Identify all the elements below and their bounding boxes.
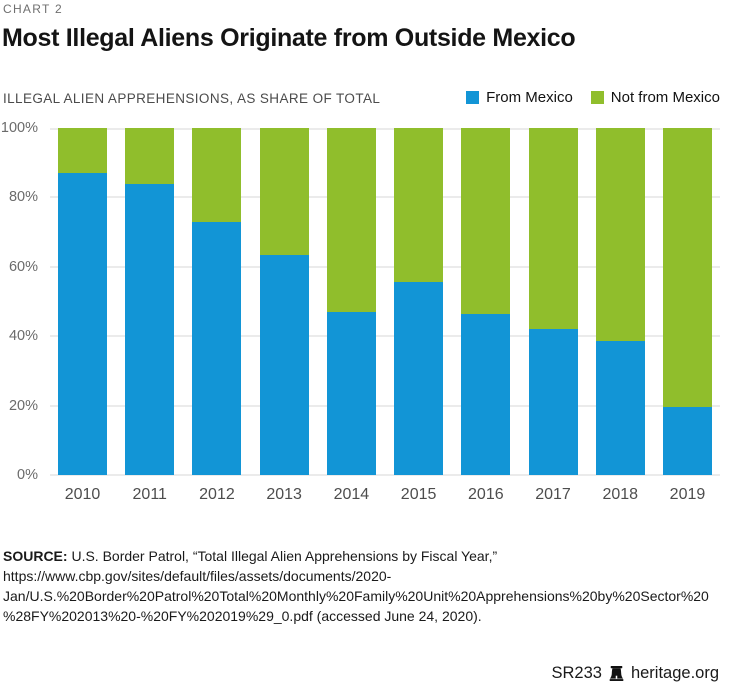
bar-2012 — [192, 128, 242, 475]
bar-2010 — [58, 128, 107, 475]
x-label-2013: 2013 — [266, 486, 302, 503]
page-title: Most Illegal Aliens Originate from Outsi… — [2, 24, 576, 52]
bar-2011 — [125, 128, 175, 475]
segment-from-mexico-2018 — [595, 341, 645, 475]
segment-not-from-mexico-2013 — [259, 128, 309, 255]
x-label-2010: 2010 — [64, 486, 101, 503]
legend-swatch-not-from-mexico — [590, 91, 604, 104]
bar-2014 — [326, 128, 376, 475]
gridline-20 — [50, 404, 720, 407]
bar-2017 — [528, 128, 578, 475]
gridline-100 — [50, 128, 720, 130]
x-label-2017: 2017 — [535, 486, 571, 503]
y-axis: 100% 80% 60% 40% 20% 0% — [0, 120, 38, 483]
segment-not-from-mexico-2014 — [326, 128, 376, 312]
segment-not-from-mexico-2019 — [662, 128, 712, 408]
segment-not-from-mexico-2018 — [595, 128, 645, 342]
segment-not-from-mexico-2010 — [58, 128, 107, 174]
bar-2018 — [595, 128, 645, 475]
chart-number: CHART 2 — [3, 2, 64, 16]
segment-from-mexico-2016 — [461, 313, 511, 475]
x-label-2014: 2014 — [333, 486, 370, 503]
x-axis: 2010 2011 2012 2013 2014 2015 2016 2017 2018 2019 — [50, 486, 720, 504]
legend-label-not-from-mexico: Not from Mexico — [610, 89, 720, 106]
legend-swatch-from-mexico — [466, 91, 480, 104]
segment-from-mexico-2013 — [259, 254, 309, 475]
x-label-2015: 2015 — [400, 486, 437, 503]
segment-not-from-mexico-2011 — [125, 128, 175, 184]
chart-subtitle: ILLEGAL ALIEN APPREHENSIONS, AS SHARE OF… — [3, 91, 381, 106]
x-label-2016: 2016 — [468, 486, 504, 503]
legend-item-not-from-mexico: Not from Mexico — [590, 89, 720, 106]
segment-not-from-mexico-2012 — [192, 128, 242, 222]
x-label-2019: 2019 — [669, 486, 706, 503]
site-link: heritage.org — [630, 664, 719, 682]
gridline-0 — [50, 474, 720, 476]
gridline-60 — [50, 265, 720, 268]
gridline-80 — [50, 196, 720, 199]
plot-area — [50, 128, 720, 476]
y-tick-80: 80% — [8, 189, 38, 206]
legend-item-from-mexico: From Mexico — [466, 89, 573, 106]
x-label-2018: 2018 — [602, 486, 639, 503]
legend: From Mexico Not from Mexico — [466, 89, 720, 106]
gridline-40 — [50, 335, 720, 338]
segment-from-mexico-2010 — [58, 173, 107, 475]
source-label: SOURCE: — [3, 548, 68, 564]
source-note: SOURCE: U.S. Border Patrol, “Total Illeg… — [3, 546, 709, 626]
x-label-2011: 2011 — [132, 486, 167, 503]
bar-2015 — [394, 128, 444, 475]
y-tick-40: 40% — [8, 328, 38, 345]
footer: SR233 heritage.org — [551, 664, 719, 683]
segment-not-from-mexico-2015 — [394, 128, 444, 283]
legend-label-from-mexico: From Mexico — [486, 89, 573, 106]
bars-row — [50, 128, 720, 475]
segment-from-mexico-2014 — [326, 311, 376, 475]
segment-from-mexico-2017 — [528, 329, 578, 475]
heritage-bell-icon — [609, 666, 624, 681]
segment-from-mexico-2019 — [662, 407, 712, 475]
report-id: SR233 — [551, 664, 602, 682]
bar-2016 — [461, 128, 511, 475]
bar-2019 — [662, 128, 712, 475]
segment-from-mexico-2012 — [192, 221, 242, 475]
y-tick-0: 0% — [17, 467, 38, 483]
x-label-2012: 2012 — [199, 486, 235, 503]
y-tick-20: 20% — [8, 397, 38, 414]
segment-from-mexico-2015 — [394, 282, 444, 475]
bar-2013 — [259, 128, 309, 475]
segment-not-from-mexico-2017 — [528, 128, 578, 330]
segment-not-from-mexico-2016 — [461, 128, 511, 314]
source-text: U.S. Border Patrol, “Total Illegal Alien… — [3, 548, 709, 624]
y-tick-100: 100% — [0, 120, 38, 136]
y-tick-60: 60% — [8, 258, 38, 275]
segment-from-mexico-2011 — [125, 183, 175, 475]
